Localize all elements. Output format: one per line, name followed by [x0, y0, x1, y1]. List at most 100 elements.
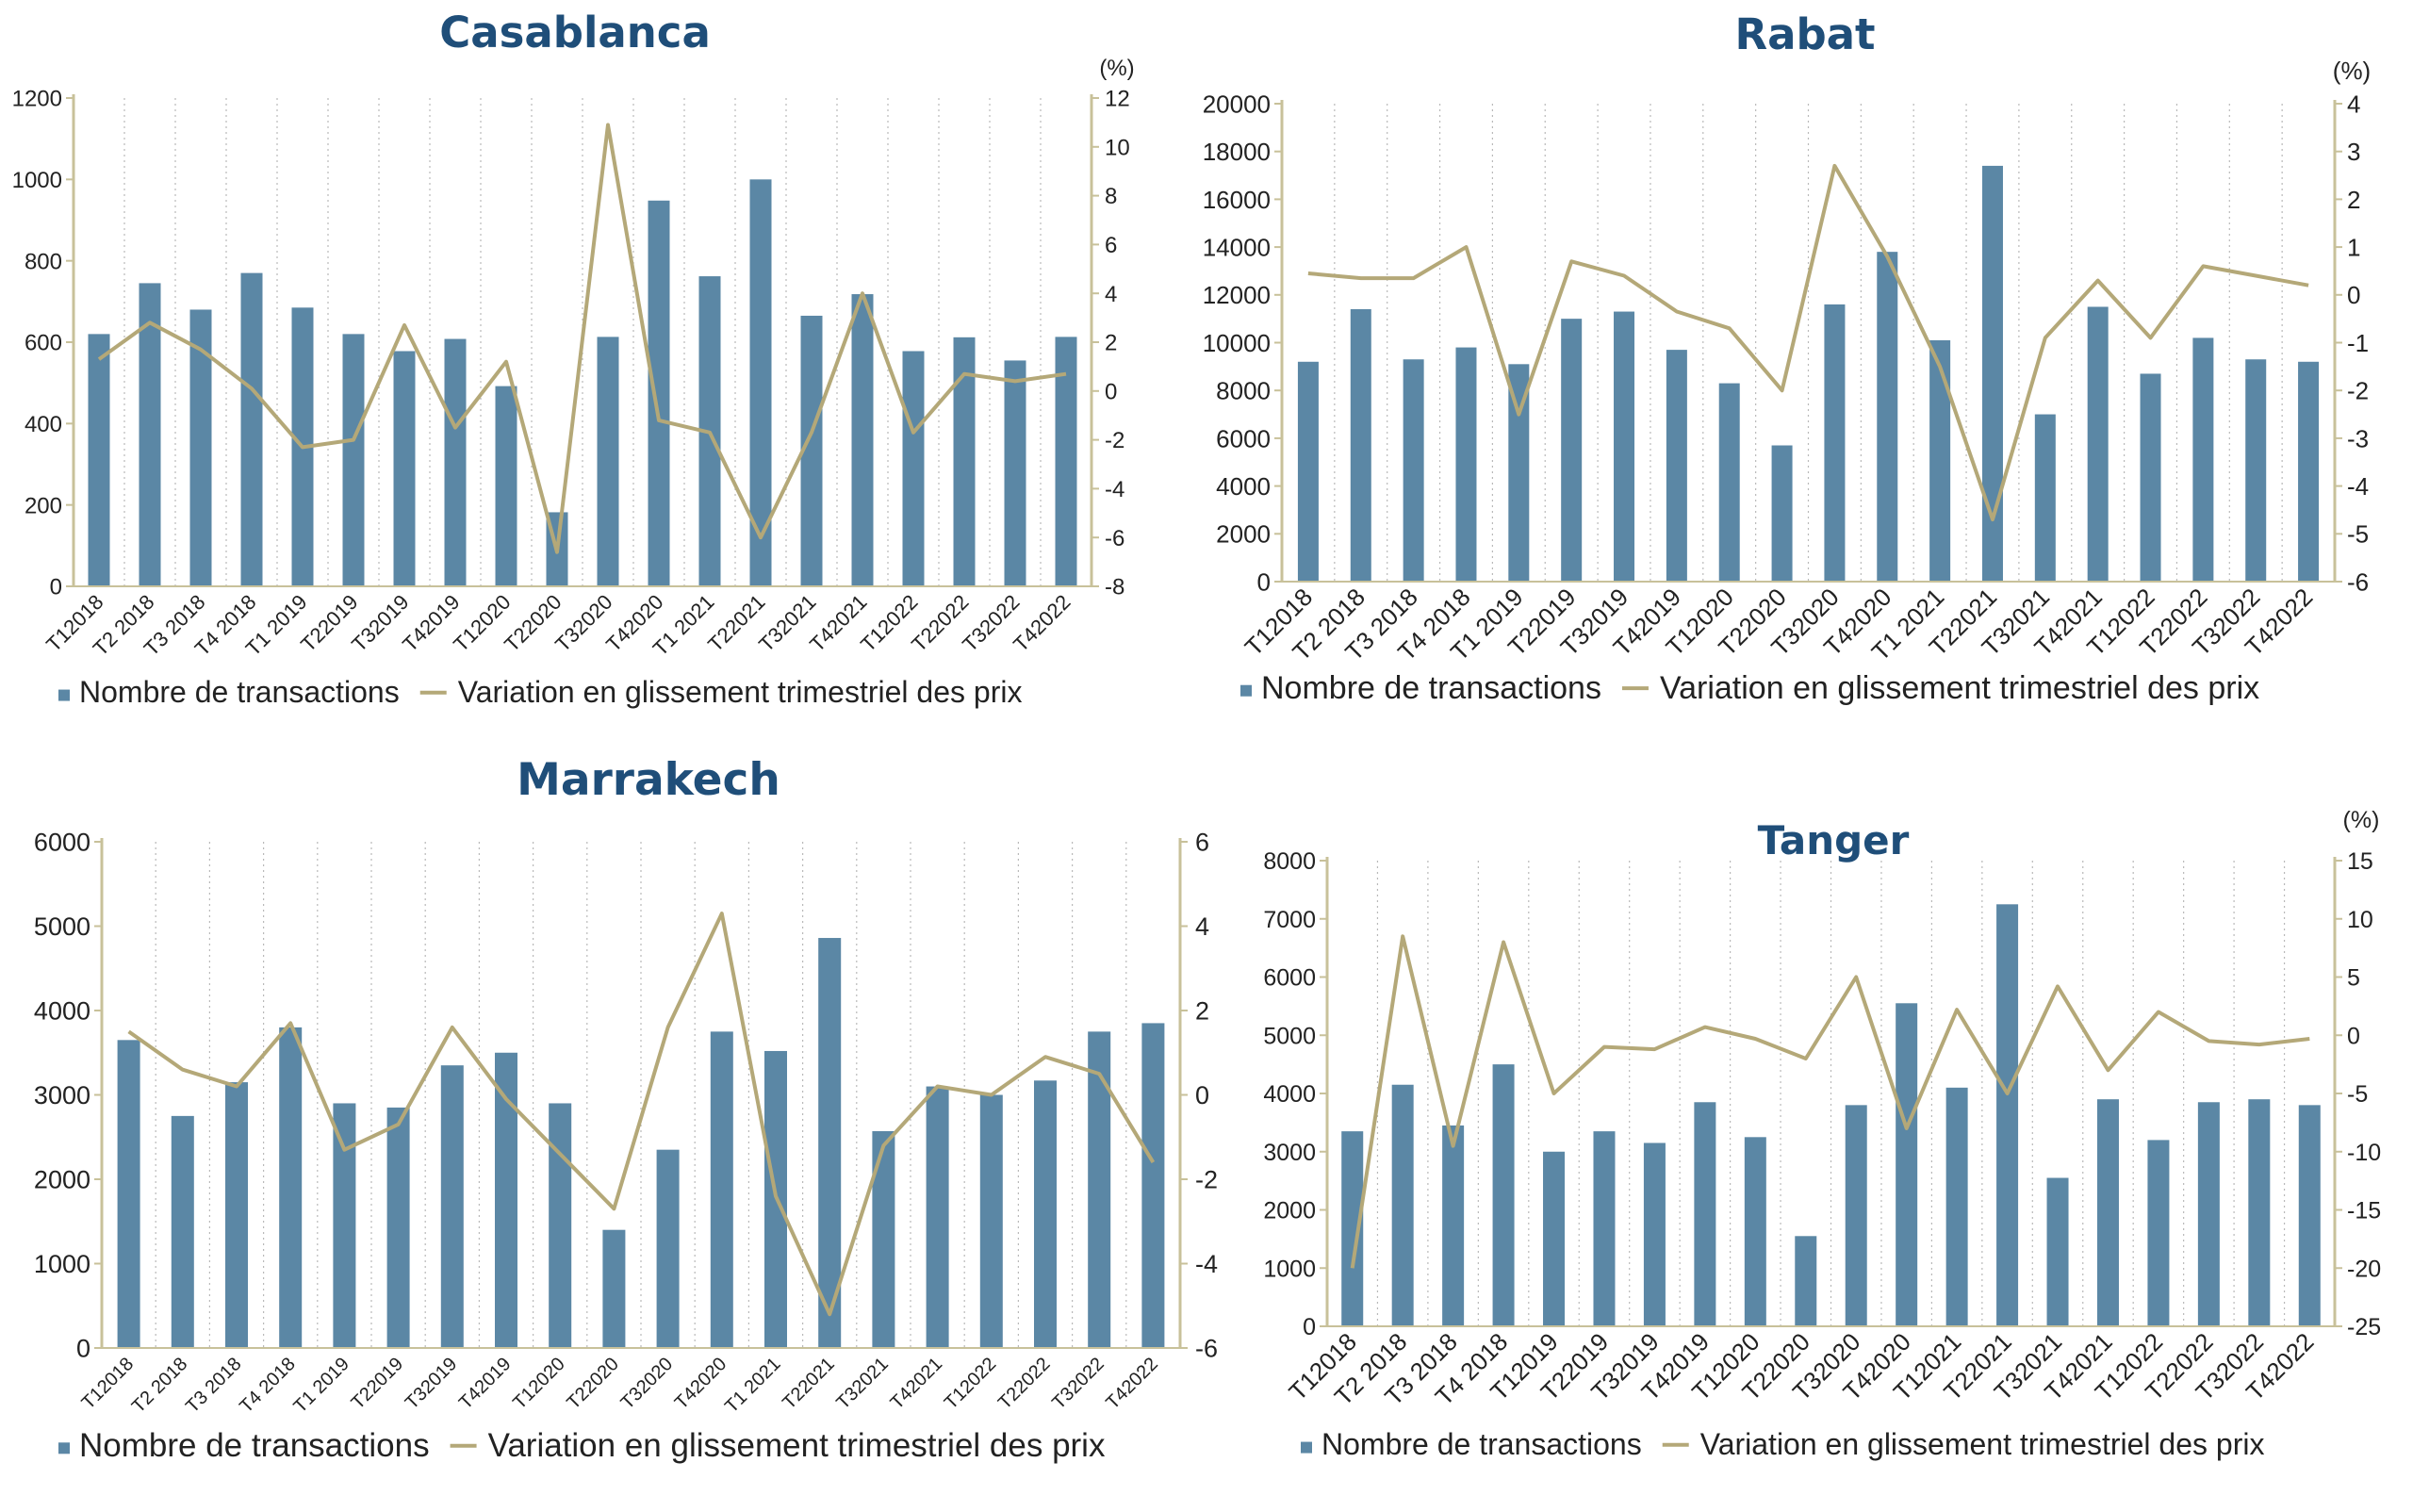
y2-tick-label: -20 — [2347, 1256, 2381, 1282]
legend-bar-swatch — [1240, 684, 1252, 697]
bar — [1403, 359, 1424, 582]
y2-tick-label: -2 — [2347, 377, 2369, 405]
y-tick-label: 800 — [25, 249, 62, 274]
legend-line-label: Variation en glissement trimestriel des … — [1660, 670, 2259, 706]
y2-tick-label: -1 — [2347, 329, 2369, 357]
chart-title: Rabat — [1734, 9, 1875, 59]
y-tick-label: 4000 — [1216, 472, 1271, 501]
y2-tick-label: -4 — [1105, 477, 1124, 502]
y-tick-label: 400 — [25, 412, 62, 437]
y2-tick-label: 5 — [2347, 965, 2360, 992]
y-tick-label: 20000 — [1203, 90, 1271, 118]
y2-tick-label: 10 — [2347, 907, 2373, 933]
bar — [333, 1103, 356, 1348]
bar — [1341, 1131, 1364, 1326]
bar — [1981, 165, 2003, 582]
y2-tick-label: 15 — [2347, 848, 2373, 875]
bar — [749, 179, 772, 587]
legend-bar-swatch — [1301, 1441, 1312, 1454]
y2-tick-label: -8 — [1105, 575, 1124, 600]
legend-bar-label: Nombre de transactions — [1261, 670, 1601, 706]
y2-tick-label: 2 — [2347, 186, 2360, 214]
x-tick-label: T1 2021 — [721, 1354, 784, 1417]
y-tick-label: 8000 — [1263, 848, 1316, 875]
bar — [1666, 350, 1687, 582]
y2-tick-label: 6 — [1195, 829, 1209, 857]
bar — [2096, 1099, 2119, 1326]
bar — [1508, 364, 1530, 582]
x-tick-label: T22020 — [563, 1354, 623, 1414]
bar — [1350, 309, 1371, 582]
bar — [1845, 1105, 1867, 1326]
bar — [1442, 1125, 1465, 1326]
bar — [818, 938, 842, 1348]
y-tick-label: 0 — [50, 575, 62, 600]
x-tick-label: T32019 — [402, 1354, 462, 1414]
y-tick-label: 16000 — [1203, 186, 1271, 214]
price-variation-line — [127, 912, 1156, 1317]
casablanca-chart: Casablanca 0 200 400 600 800 1000 1200 -8 -6 -4 -2 0… — [12, 8, 1135, 709]
y2-tick-label: -25 — [2347, 1314, 2381, 1340]
bar — [1795, 1236, 1817, 1326]
y2-tick-label: -5 — [2347, 1081, 2368, 1108]
bar — [189, 309, 212, 586]
y-tick-label: 14000 — [1203, 233, 1271, 261]
bar — [2248, 1099, 2271, 1326]
y2-tick-label: 8 — [1105, 184, 1117, 209]
y-tick-label: 8000 — [1216, 377, 1271, 405]
bar — [1744, 1137, 1766, 1326]
x-tick-label: T32021 — [832, 1354, 893, 1414]
bar — [1297, 361, 1319, 582]
bar — [495, 386, 517, 586]
y-tick-label: 1000 — [12, 168, 62, 193]
y-tick-label: 2000 — [34, 1166, 90, 1194]
bar — [1877, 252, 1898, 582]
x-tick-label: T32022 — [1048, 1354, 1108, 1414]
y2-tick-label: 2 — [1105, 331, 1117, 356]
price-variation-line — [97, 123, 1067, 554]
y2-tick-label: 10 — [1105, 135, 1130, 160]
y2-tick-label: 0 — [1105, 379, 1117, 404]
y2-unit-label: (%) — [2333, 57, 2371, 85]
y-tick-label: 1000 — [1263, 1256, 1316, 1282]
bar — [240, 272, 263, 586]
y-tick-label: 7000 — [1263, 907, 1316, 933]
legend-bar-label: Nombre de transactions — [79, 675, 400, 709]
legend-bar-label: Nombre de transactions — [79, 1427, 430, 1464]
x-tick-label: T4 2018 — [236, 1354, 299, 1417]
bar — [926, 1086, 949, 1348]
bar — [88, 334, 110, 586]
bar — [1034, 1080, 1057, 1348]
y2-tick-label: 4 — [1105, 282, 1117, 307]
legend-line-label: Variation en glissement trimestriel des … — [488, 1427, 1106, 1464]
bar — [1896, 1003, 1918, 1326]
y-tick-label: 3000 — [1263, 1140, 1316, 1166]
y2-unit-label: (%) — [2343, 807, 2380, 833]
bar — [1929, 339, 1951, 582]
price-variation-line — [1307, 163, 2309, 522]
x-tick-label: T42021 — [887, 1354, 947, 1414]
bar — [2197, 1102, 2220, 1326]
y-tick-label: 600 — [25, 331, 62, 356]
bar — [1492, 1064, 1515, 1326]
bar — [2298, 1105, 2321, 1326]
bar — [1694, 1102, 1716, 1326]
y-tick-label: 0 — [76, 1335, 90, 1363]
bar — [597, 337, 619, 586]
y-tick-label: 18000 — [1203, 138, 1271, 166]
y2-tick-label: -4 — [1195, 1250, 1218, 1278]
bar — [2034, 414, 2056, 582]
x-tick-label: T12022 — [941, 1354, 1001, 1414]
x-tick-label: T1 2019 — [289, 1354, 353, 1417]
y-tick-label: 10000 — [1203, 329, 1271, 357]
y2-tick-label: 3 — [2347, 138, 2360, 166]
bar — [902, 351, 925, 586]
y-tick-label: 0 — [1303, 1314, 1316, 1340]
bar — [1771, 445, 1793, 582]
bar — [1643, 1142, 1666, 1326]
bar — [1945, 1087, 1968, 1326]
bar — [139, 283, 161, 586]
bar — [171, 1115, 194, 1348]
bar — [1004, 360, 1026, 586]
